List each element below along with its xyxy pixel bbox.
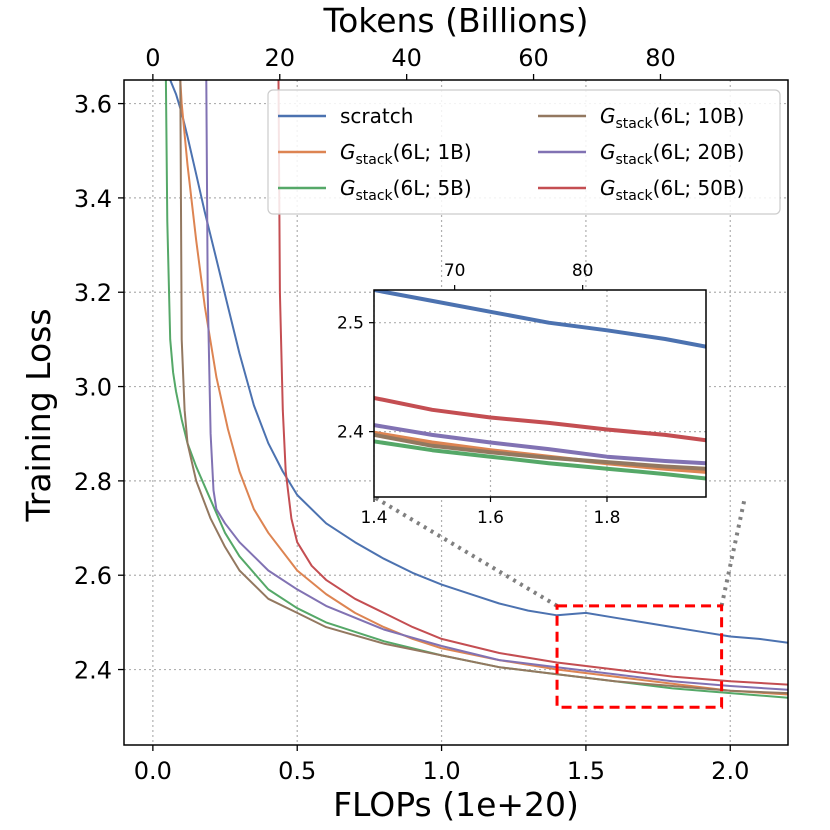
inset-series-line-g-stack-6l-20b — [374, 423, 706, 466]
x-tick-label-3: 1.5 — [567, 757, 605, 785]
x-tick-label-2: 1.0 — [422, 757, 460, 785]
series-line-g-stack-6l-50b — [277, 80, 788, 686]
y-tick-label-2: 2.8 — [74, 468, 112, 496]
x-tick-label-1: 0.5 — [278, 757, 316, 785]
x-tick-label-0: 0.0 — [134, 757, 172, 785]
inset-series-line-g-stack-6l-50b — [374, 395, 706, 443]
x-tick-label-4: 2.0 — [711, 757, 749, 785]
inset-x-tick-label-0: 1.4 — [360, 508, 387, 528]
inset-series-line-g-stack-6l-10b — [374, 432, 706, 471]
inset-frame — [373, 289, 707, 498]
y-tick-label-5: 3.4 — [74, 185, 112, 213]
inset-top-tick-label-0: 70 — [444, 261, 466, 281]
legend-label-scratch: scratch — [340, 104, 413, 128]
inset-series-group — [374, 290, 706, 481]
legend-label-g-stack-6l-50b: Gstack(6L; 50B) — [600, 176, 744, 204]
inset-y-tick-label-1: 2.5 — [337, 314, 364, 334]
inset-series-line-scratch — [374, 290, 706, 349]
zoom-box — [555, 604, 724, 709]
y-tick-label-4: 3.2 — [74, 279, 112, 307]
zoom-connector-right — [719, 496, 747, 607]
zoom-connector-left — [372, 495, 559, 608]
legend-label-g-stack-6l-10b: Gstack(6L; 10B) — [600, 104, 744, 132]
legend-frame — [267, 89, 781, 215]
series-line-g-stack-6l-20b — [205, 80, 788, 691]
series-line-g-stack-6l-10b — [179, 80, 788, 695]
series-line-g-stack-6l-1b — [179, 80, 788, 696]
legend-label-g-stack-6l-5b: Gstack(6L; 5B) — [340, 176, 472, 204]
inset-x-tick-label-2: 1.8 — [593, 508, 620, 528]
top-tick-label-3: 60 — [518, 44, 549, 72]
legend-label-g-stack-6l-1b: Gstack(6L; 1B) — [340, 140, 472, 168]
inset-x-tick-label-1: 1.6 — [477, 508, 504, 528]
main-series-group — [164, 80, 788, 699]
top-tick-label-0: 0 — [145, 44, 160, 72]
main-ticks: 0.0 0.5 1.0 1.5 2.0 2.4 2.6 2.8 3.0 3.2 3.4 3.6 0 20 4… — [74, 44, 750, 785]
y-tick-label-0: 2.4 — [74, 657, 112, 685]
top-axis-title: Tokens (Billions) — [323, 1, 589, 40]
top-tick-label-2: 40 — [391, 44, 422, 72]
top-tick-label-4: 80 — [645, 44, 676, 72]
y-axis-title: Training Loss — [19, 308, 58, 522]
inset-series-line-g-stack-6l-5b — [374, 439, 706, 481]
zoom-indicator — [372, 495, 747, 709]
main-plot-frame — [123, 79, 789, 746]
x-axis-title: FLOPs (1e+20) — [333, 785, 579, 824]
inset-plot: 1.4 1.6 1.8 2.4 2.5 70 80 — [337, 261, 707, 528]
inset-y-tick-label-0: 2.4 — [337, 423, 364, 443]
top-tick-label-1: 20 — [264, 44, 295, 72]
legend: scratch Gstack(6L; 1B) Gstack(6L; 5B) Gstac… — [267, 89, 781, 215]
series-line-scratch — [169, 80, 788, 644]
inset-ticks: 1.4 1.6 1.8 2.4 2.5 70 80 — [337, 261, 621, 528]
y-tick-label-1: 2.6 — [74, 562, 112, 590]
y-tick-label-3: 3.0 — [74, 374, 112, 402]
y-tick-label-6: 3.6 — [74, 91, 112, 119]
inset-top-tick-label-1: 80 — [572, 261, 594, 281]
legend-label-g-stack-6l-20b: Gstack(6L; 20B) — [600, 140, 744, 168]
